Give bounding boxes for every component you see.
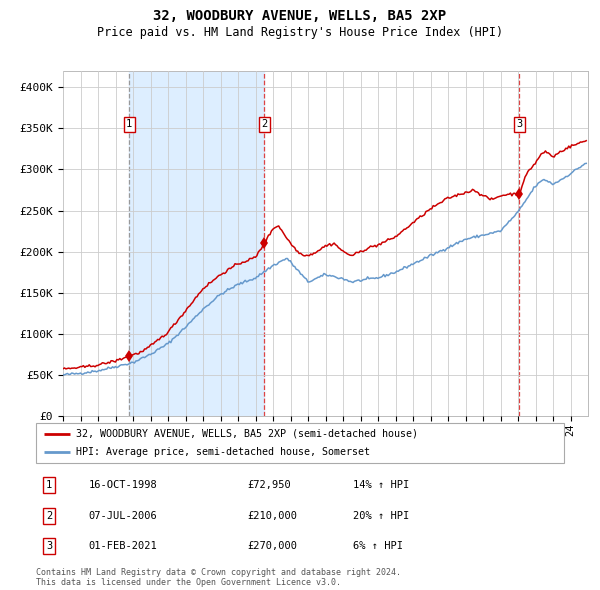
Text: £72,950: £72,950 xyxy=(247,480,291,490)
Text: 07-JUL-2006: 07-JUL-2006 xyxy=(89,511,158,520)
Text: 14% ↑ HPI: 14% ↑ HPI xyxy=(353,480,409,490)
Text: 01-FEB-2021: 01-FEB-2021 xyxy=(89,541,158,551)
Text: £210,000: £210,000 xyxy=(247,511,297,520)
Text: 32, WOODBURY AVENUE, WELLS, BA5 2XP: 32, WOODBURY AVENUE, WELLS, BA5 2XP xyxy=(154,9,446,23)
Text: 1: 1 xyxy=(46,480,52,490)
Text: 2: 2 xyxy=(262,119,268,129)
Text: 6% ↑ HPI: 6% ↑ HPI xyxy=(353,541,403,551)
Text: Contains HM Land Registry data © Crown copyright and database right 2024.
This d: Contains HM Land Registry data © Crown c… xyxy=(36,568,401,587)
Text: £270,000: £270,000 xyxy=(247,541,297,551)
Text: Price paid vs. HM Land Registry's House Price Index (HPI): Price paid vs. HM Land Registry's House … xyxy=(97,26,503,39)
Text: 20% ↑ HPI: 20% ↑ HPI xyxy=(353,511,409,520)
FancyBboxPatch shape xyxy=(36,423,564,463)
Text: 32, WOODBURY AVENUE, WELLS, BA5 2XP (semi-detached house): 32, WOODBURY AVENUE, WELLS, BA5 2XP (sem… xyxy=(76,429,418,439)
Text: 3: 3 xyxy=(516,119,523,129)
Text: 16-OCT-1998: 16-OCT-1998 xyxy=(89,480,158,490)
Text: 2: 2 xyxy=(46,511,52,520)
Text: 1: 1 xyxy=(126,119,133,129)
Text: 3: 3 xyxy=(46,541,52,551)
Bar xyxy=(130,71,265,416)
Text: HPI: Average price, semi-detached house, Somerset: HPI: Average price, semi-detached house,… xyxy=(76,447,370,457)
